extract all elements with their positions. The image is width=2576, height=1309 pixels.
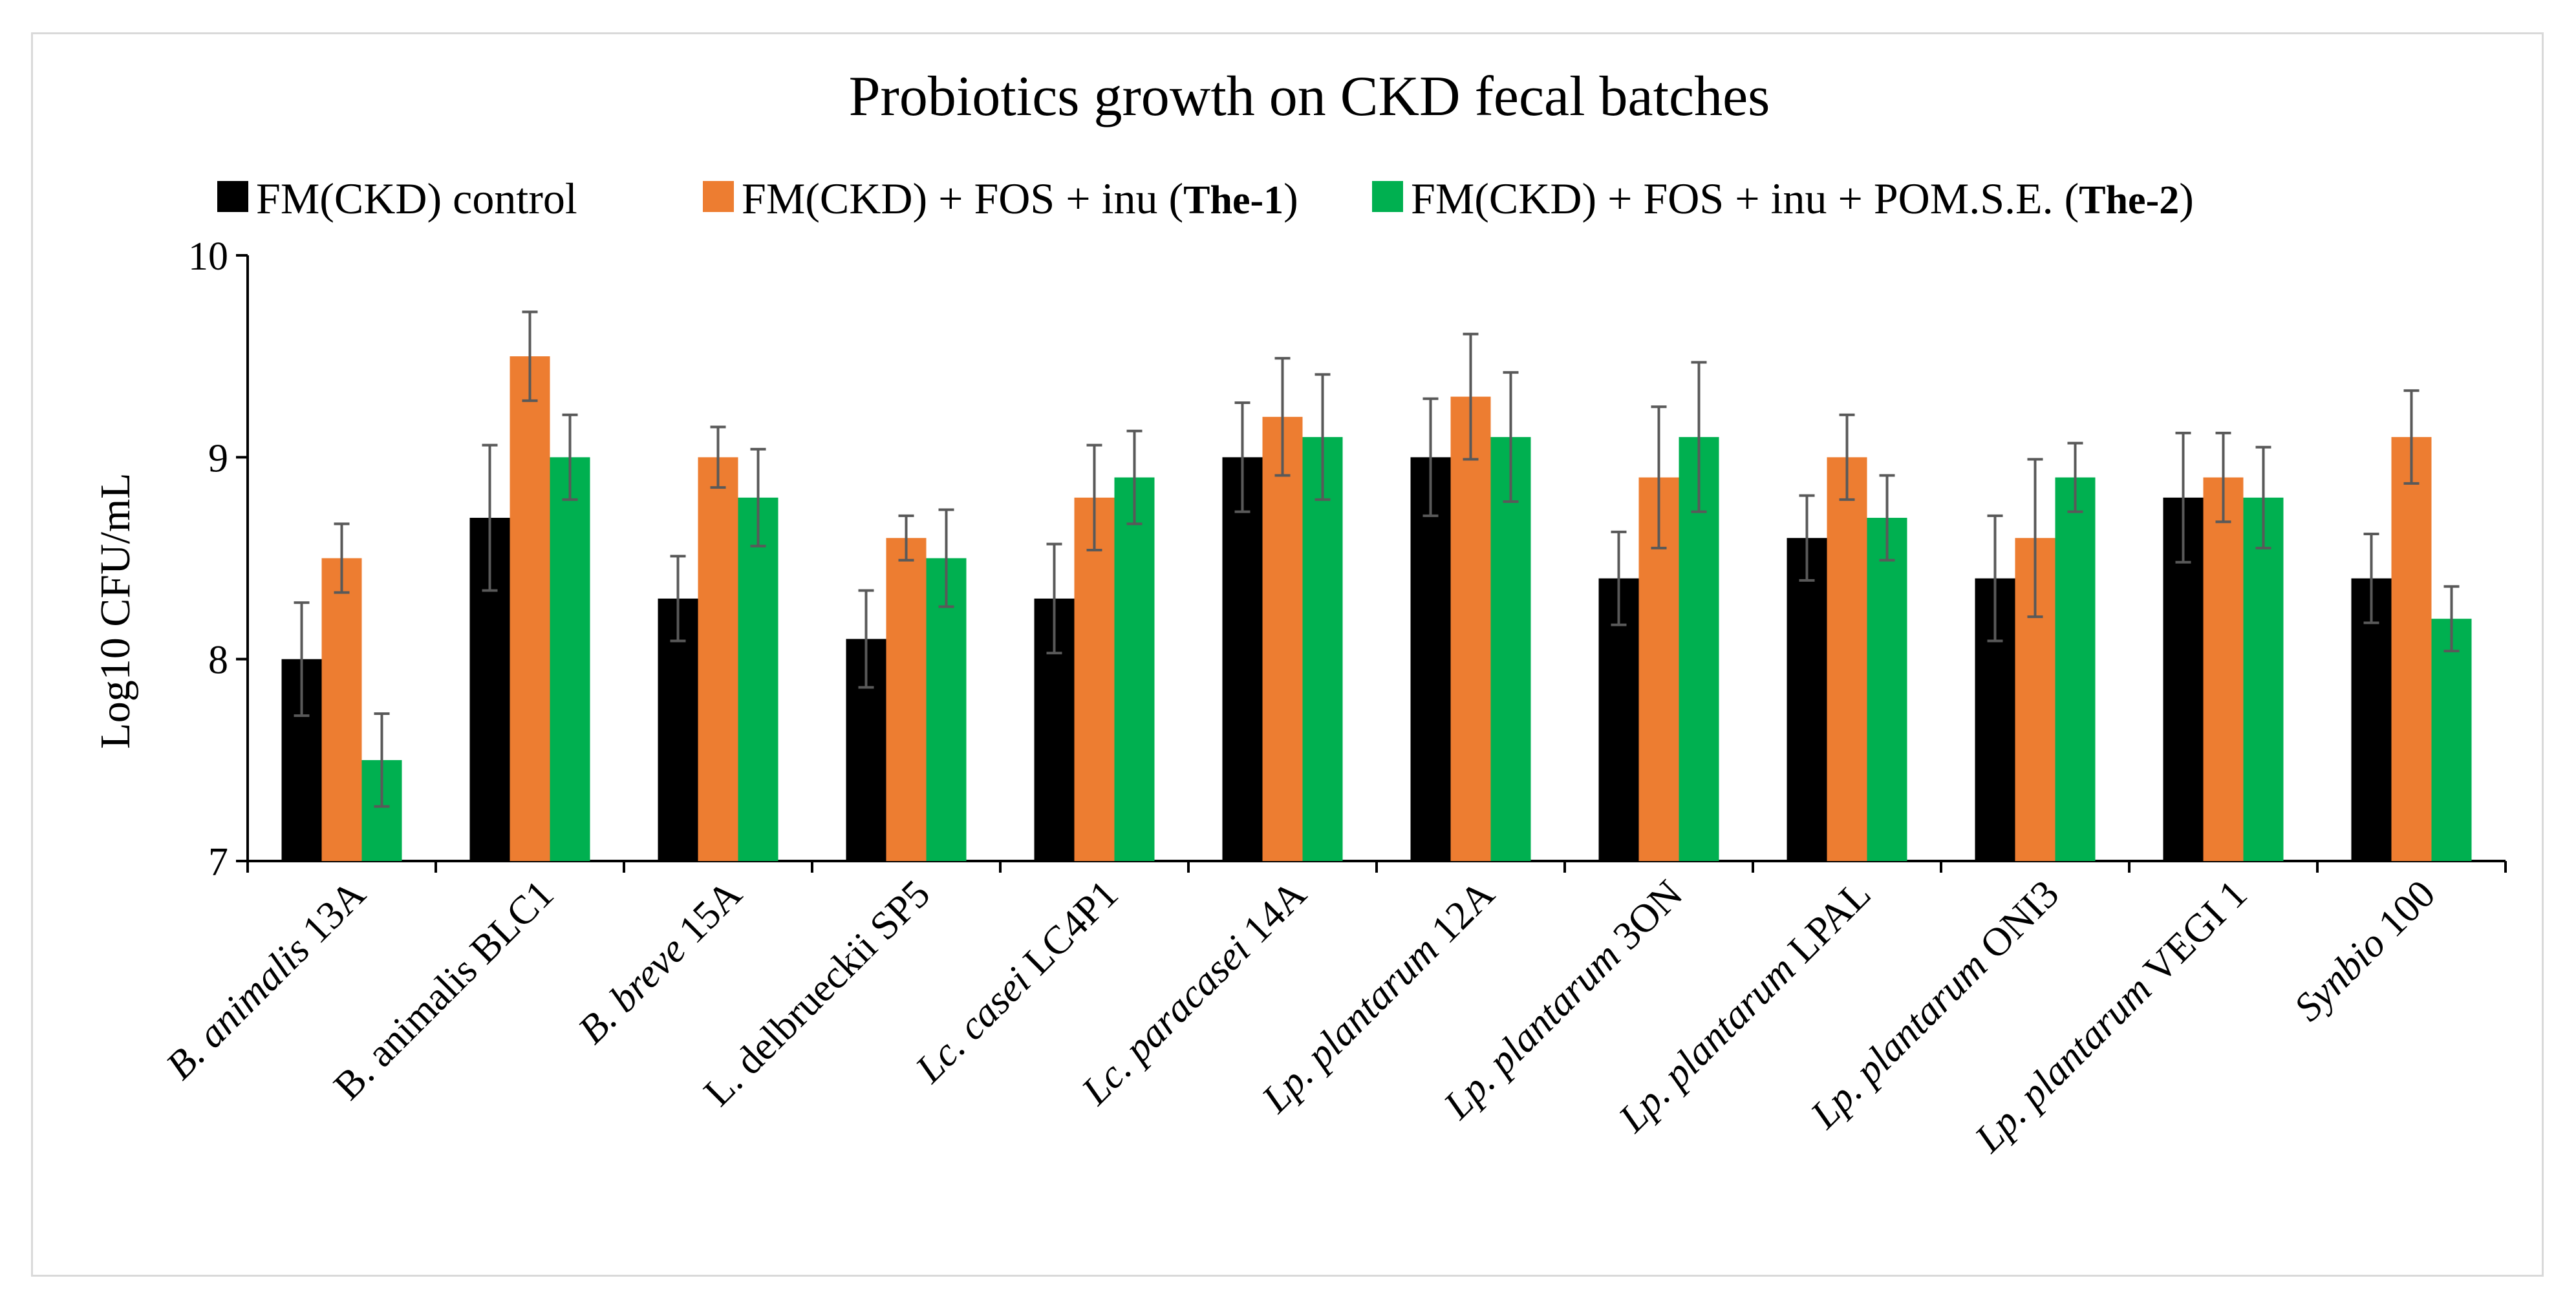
bar-2 [698,457,738,861]
bar-3 [926,558,967,861]
bar-2 [510,356,550,861]
bar-3 [1490,437,1531,861]
bar-3 [2243,497,2284,861]
bar-2 [1262,416,1303,861]
legend-item-1: FM(CKD) control [217,174,577,223]
bar-3 [2055,477,2096,861]
bar-1 [658,598,698,861]
bar-3 [2431,619,2472,861]
bar-1 [1787,538,1827,861]
legend-item-2: FM(CKD) + FOS + inu (The-1) [703,174,1298,223]
bar-3 [1867,518,1907,861]
legend-label: FM(CKD) + FOS + inu + POM.S.E. (The-2) [1411,174,2194,223]
legend-swatch [217,181,248,212]
legend-swatch [703,181,734,212]
legend-swatch [1372,181,1403,212]
bar-2 [1450,396,1491,861]
category-label: Synbio 100 [2286,872,2443,1030]
axes: 7 8 9 10 [188,235,2507,884]
bar-2 [2391,437,2432,861]
bar-3 [550,457,590,861]
legend-label: FM(CKD) control [256,174,577,223]
bar-3 [1114,477,1155,861]
legend: FM(CKD) control FM(CKD) + FOS + inu (The-… [217,174,2194,223]
category-label: Lc. casei LC4P1 [907,872,1127,1092]
bar-1 [1222,457,1263,861]
bar-2 [321,558,362,861]
bar-3 [1302,437,1343,861]
bar-2 [886,538,927,861]
y-axis-label: Log10 CFU/mL [92,473,139,749]
category-label: B. animalis 13A [158,872,374,1088]
y-tick-label: 8 [208,639,228,683]
bar-2 [1074,497,1115,861]
chart-title: Probiotics growth on CKD fecal batches [849,65,1770,128]
bar-2 [2203,477,2244,861]
error-bars [294,310,2460,808]
y-tick-label: 10 [188,235,228,279]
bar-1 [2351,578,2392,861]
legend-label: FM(CKD) + FOS + inu (The-1) [742,174,1298,223]
bar-3 [738,497,778,861]
y-tick-label: 9 [208,436,228,480]
category-label: B. breve 15A [570,872,750,1052]
legend-item-3: FM(CKD) + FOS + inu + POM.S.E. (The-2) [1372,174,2194,223]
bars [281,356,2472,861]
bar-2 [1827,457,1867,861]
y-tick-label: 7 [208,840,228,884]
bar-1 [1410,457,1451,861]
